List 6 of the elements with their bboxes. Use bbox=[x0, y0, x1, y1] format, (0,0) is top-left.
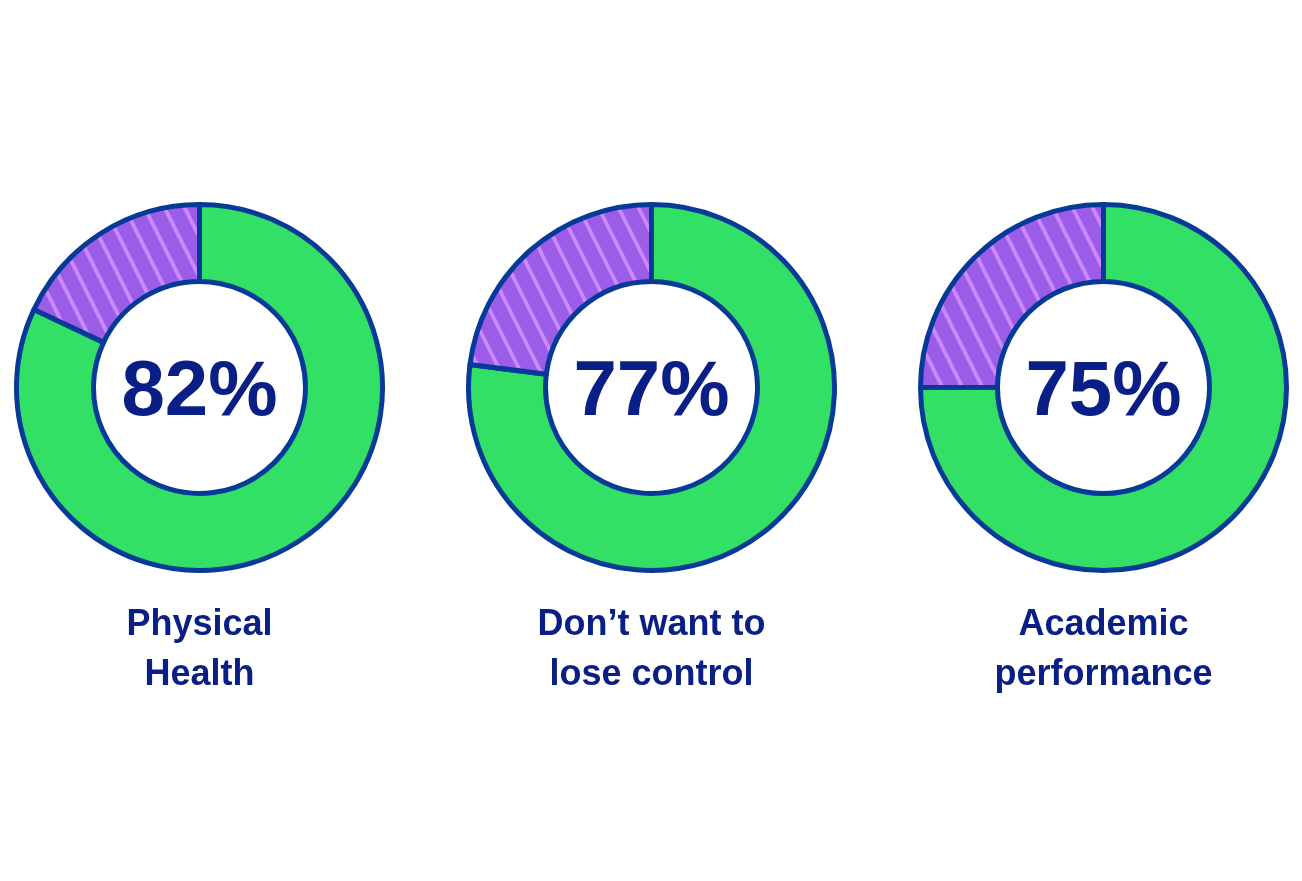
text: Physical Health bbox=[126, 602, 273, 693]
text: Academic performance bbox=[994, 602, 1213, 693]
text: 77% bbox=[573, 343, 730, 432]
text: 82% bbox=[121, 343, 278, 432]
text: Don’t want to lose control bbox=[537, 602, 766, 693]
text: 75% bbox=[1025, 343, 1182, 432]
